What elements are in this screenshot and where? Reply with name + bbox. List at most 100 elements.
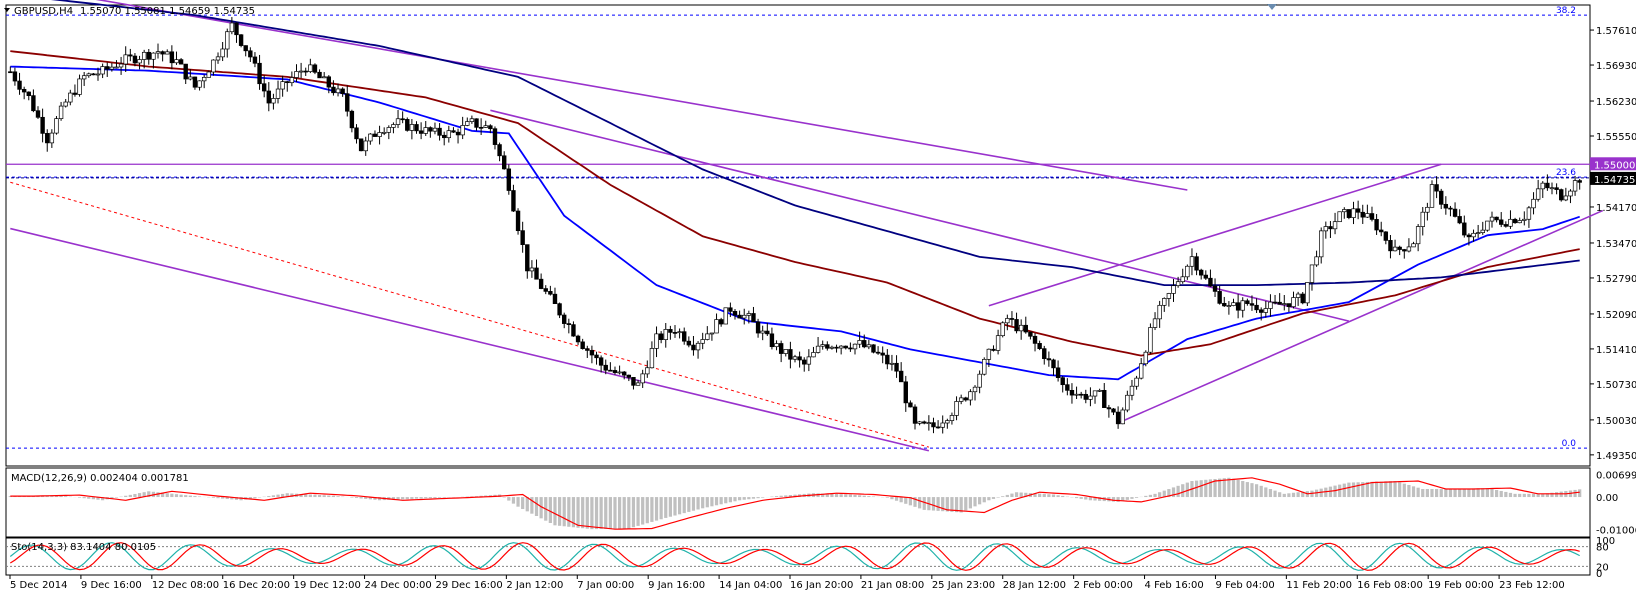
candle-body (197, 80, 202, 88)
candle (469, 115, 475, 124)
candle (446, 125, 452, 143)
candle (1365, 204, 1370, 218)
candle-body (663, 329, 668, 340)
candle-body (17, 80, 22, 90)
candle-body (1540, 182, 1545, 190)
candle (474, 118, 479, 131)
candle-body (1522, 218, 1527, 221)
candle (922, 420, 927, 425)
candle (718, 317, 724, 327)
candle (1277, 293, 1282, 305)
candle (400, 111, 405, 124)
channel-trendline (95, 0, 1188, 191)
moving-average-line (10, 50, 1580, 357)
candle (1194, 252, 1199, 276)
candle (709, 332, 715, 341)
candle (668, 325, 673, 340)
candle (1208, 269, 1213, 287)
candle-body (728, 307, 733, 312)
candle-body (1282, 303, 1287, 305)
candle-body (1526, 207, 1532, 220)
candle (1083, 389, 1088, 404)
candle (986, 348, 992, 367)
time-tick-label: 21 Jan 08:00 (861, 580, 924, 591)
candle (229, 17, 235, 35)
candle (478, 118, 484, 135)
candle (423, 121, 428, 136)
candle-body (788, 349, 793, 360)
channel-trendline (988, 163, 1442, 307)
candle (40, 108, 45, 143)
candle-body (875, 351, 881, 354)
candle (1305, 282, 1310, 307)
candle-body (903, 381, 908, 404)
candle (1559, 188, 1564, 202)
candle-body (695, 342, 701, 351)
collapse-triangle-icon[interactable] (4, 8, 10, 12)
candle (418, 122, 424, 140)
candle-body (543, 288, 548, 292)
channel-trendline (10, 227, 930, 452)
chart-shift-marker-icon[interactable] (1267, 4, 1277, 10)
candle-body (1319, 230, 1324, 258)
candle-body (326, 76, 331, 88)
candle (1222, 296, 1227, 307)
time-tick-label: 4 Feb 16:00 (1145, 580, 1204, 591)
candle-body (931, 422, 936, 428)
candle-body (935, 426, 941, 429)
candle (1494, 216, 1499, 223)
candle (8, 66, 13, 74)
candle (1185, 264, 1190, 280)
candle-body (1166, 293, 1172, 299)
candle (1392, 239, 1398, 252)
candle (1337, 211, 1342, 223)
candle-body (1489, 216, 1495, 222)
candle-body (885, 354, 890, 365)
candle (700, 332, 705, 350)
candle (49, 129, 55, 148)
candle (105, 62, 110, 77)
candle-body (377, 132, 382, 137)
candle-body (1291, 297, 1296, 308)
candle (543, 285, 548, 295)
candle (1462, 215, 1467, 238)
candle-body (1355, 208, 1361, 213)
candle (1189, 248, 1195, 276)
sto-tick-label: 0 (1596, 569, 1602, 580)
candle-body (432, 127, 438, 132)
candle-body (1245, 300, 1250, 304)
candle-body (1554, 187, 1559, 190)
candle (1535, 179, 1541, 202)
candle (585, 345, 590, 358)
candle-body (271, 98, 276, 104)
candle (109, 63, 115, 72)
candle-body (12, 71, 18, 82)
candle-body (640, 373, 645, 384)
candle-body (1295, 293, 1301, 298)
candle-body (1480, 229, 1485, 234)
candle (515, 208, 521, 235)
candle (86, 72, 91, 78)
time-tick-label: 16 Feb 08:00 (1357, 580, 1423, 591)
candle (903, 375, 908, 412)
candle-body (465, 121, 470, 126)
candle-body (525, 244, 530, 272)
candle-body (1425, 206, 1430, 213)
candle-body (986, 348, 992, 360)
candle (1148, 323, 1153, 354)
candle (63, 98, 68, 108)
candle-body (146, 51, 151, 60)
candle-body (1092, 390, 1098, 397)
candle (829, 345, 835, 350)
candle-body (257, 62, 262, 85)
candle (377, 125, 382, 145)
candle (1037, 340, 1042, 351)
candle-body (1259, 309, 1264, 313)
candle-body (1254, 304, 1259, 311)
candle (848, 342, 853, 352)
candle (1088, 387, 1093, 407)
candle-body (1005, 318, 1010, 324)
candle (81, 71, 87, 86)
candle-body (889, 362, 895, 365)
